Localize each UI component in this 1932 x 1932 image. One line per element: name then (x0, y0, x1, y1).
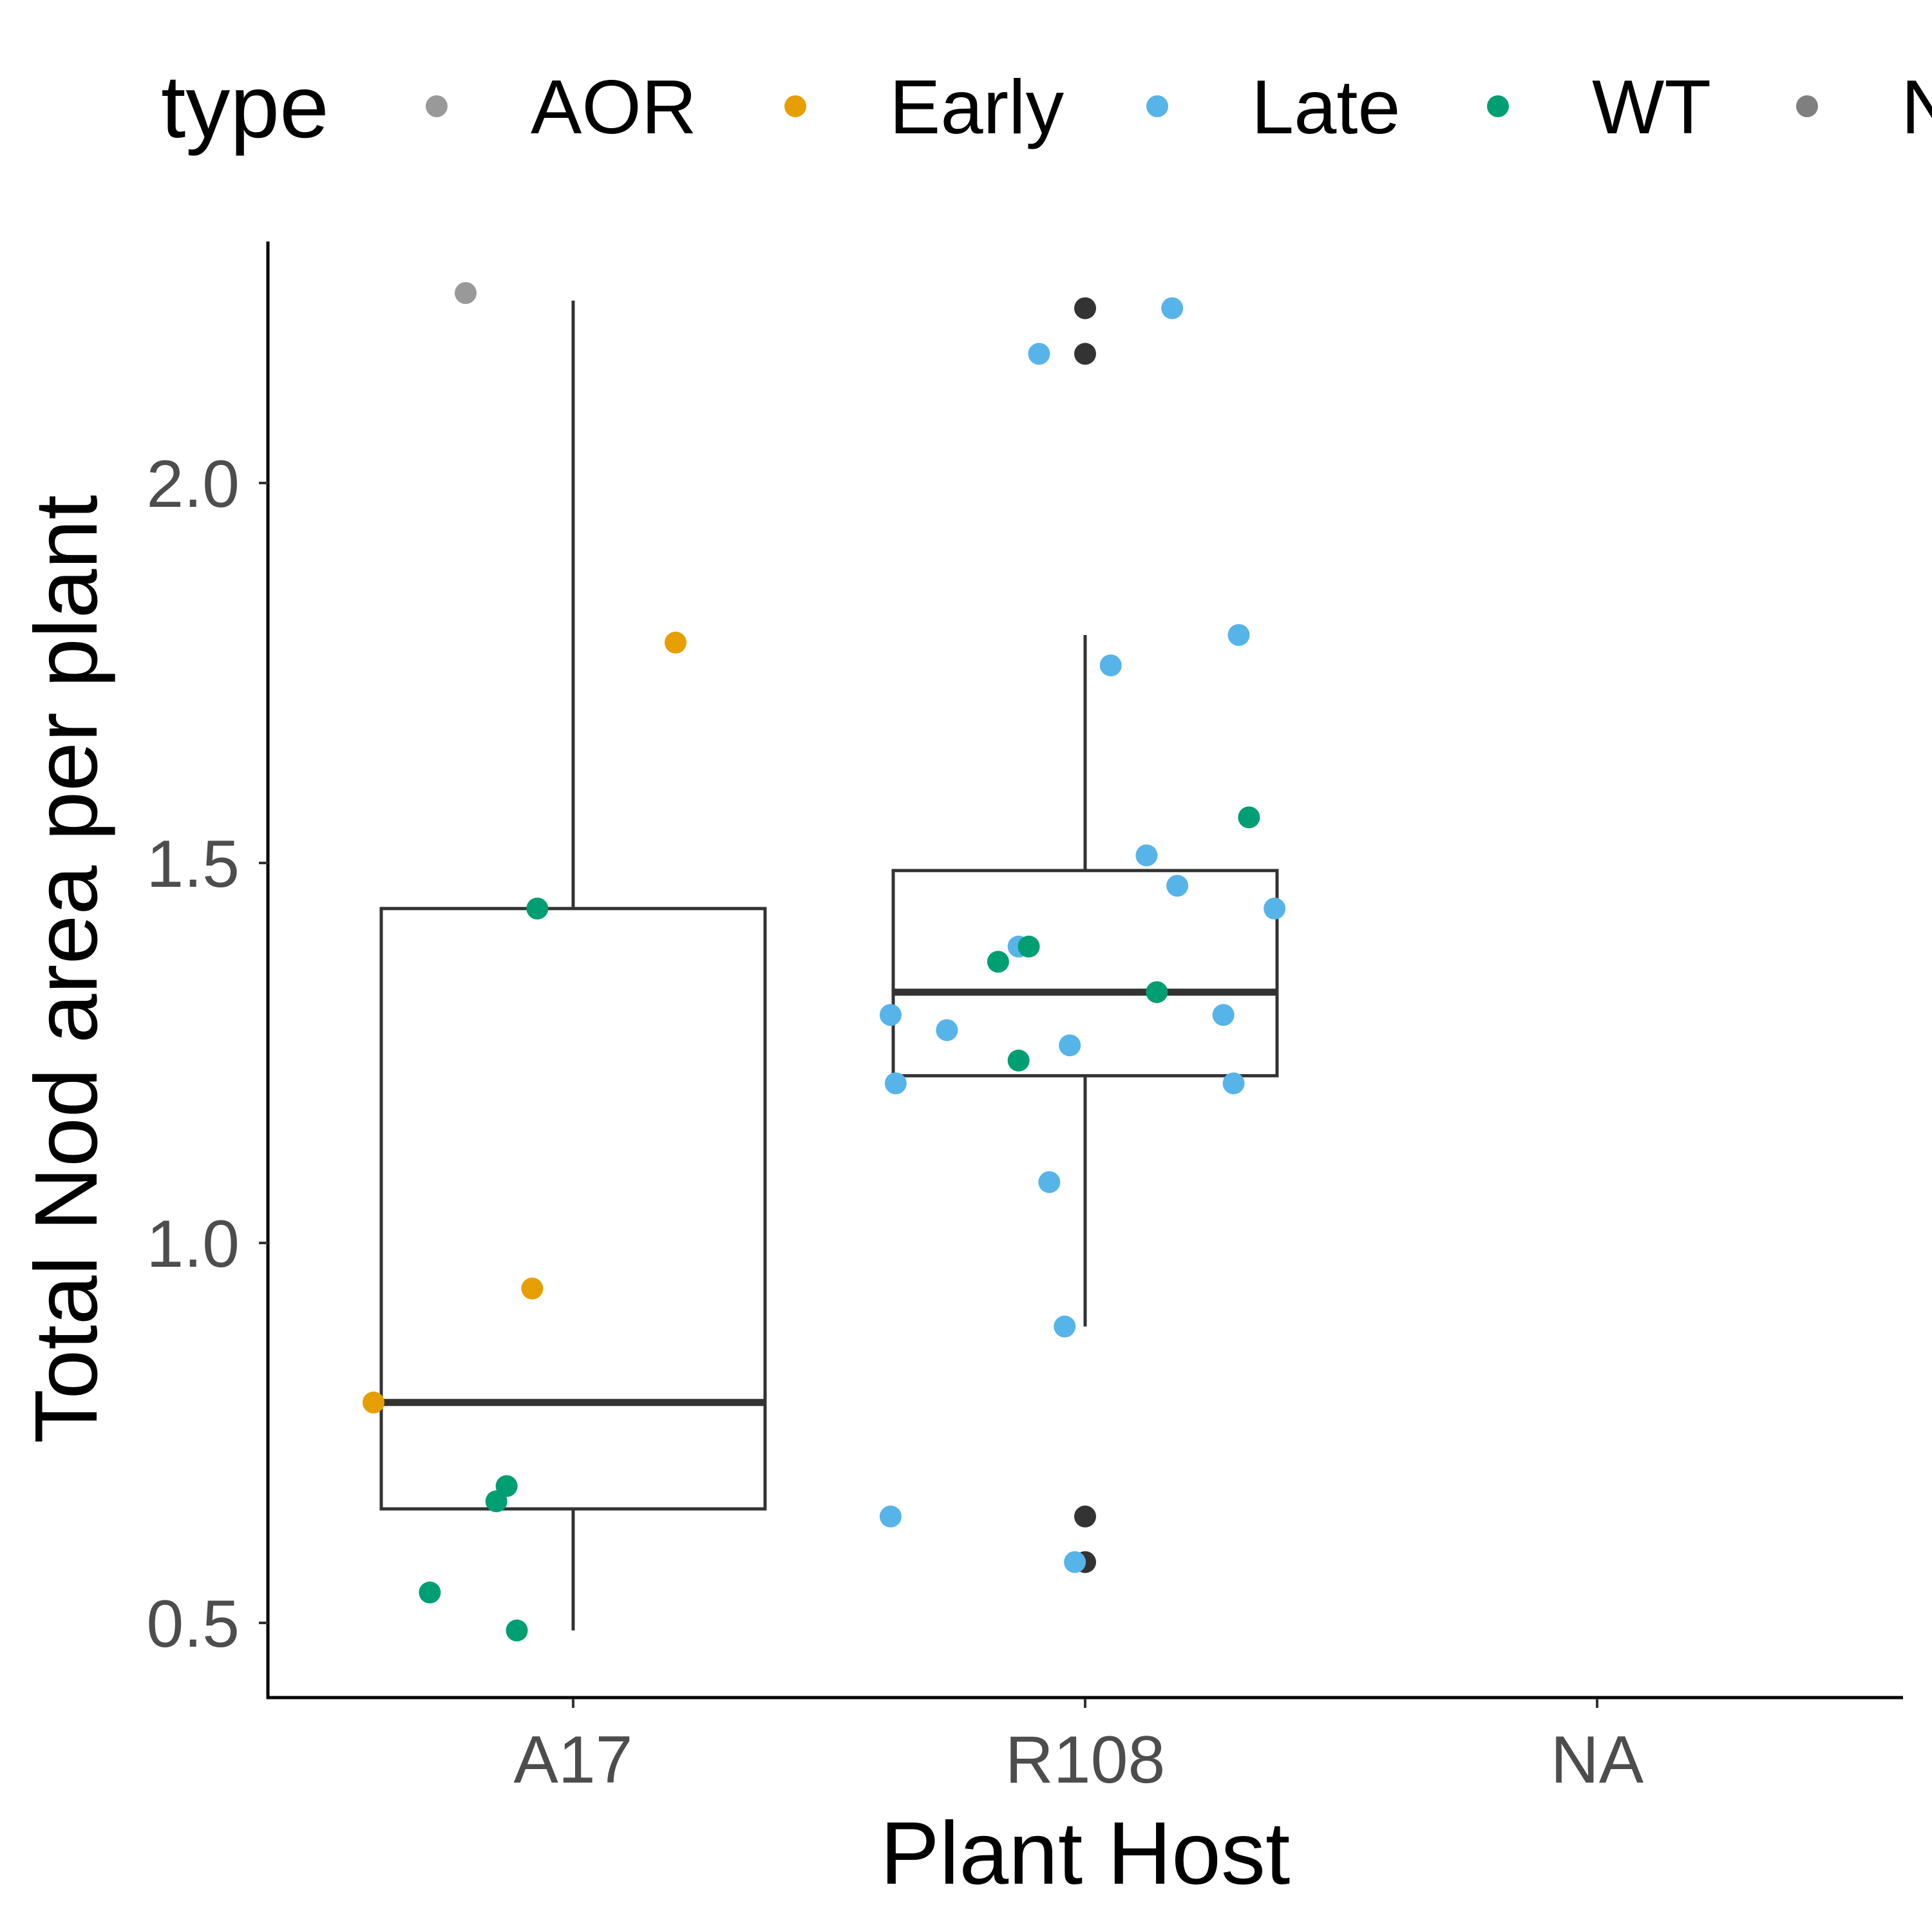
legend-entries: AOR Early Late WT NA (426, 64, 1932, 150)
plot-area (362, 282, 1286, 1642)
point-wt (485, 1490, 507, 1513)
x-tick-label: R108 (1005, 1723, 1166, 1797)
boxes (379, 300, 1279, 1631)
point-wt (987, 951, 1009, 973)
point-late (1054, 1315, 1076, 1338)
point-late (1166, 875, 1189, 897)
jitter-points (362, 282, 1286, 1642)
point-aor (455, 282, 477, 304)
point-late (1099, 654, 1122, 677)
point-early (521, 1277, 544, 1300)
legend-label-late: Late (1251, 64, 1401, 150)
legend-key-early (784, 95, 806, 117)
legend-key-wt (1487, 95, 1509, 117)
point-wt (526, 897, 549, 920)
y-tick-label: 2.0 (146, 447, 240, 522)
point-wt (1146, 981, 1168, 1003)
point-late (1135, 844, 1158, 867)
point-late (1227, 624, 1250, 646)
legend-key-late (1146, 95, 1168, 117)
x-axis-title: Plant Host (880, 1804, 1291, 1903)
x-tick-label: A17 (513, 1723, 632, 1797)
legend-key-na (1796, 95, 1818, 117)
point-late (879, 1505, 902, 1528)
point-late (1161, 297, 1184, 319)
box-a17 (379, 300, 767, 1631)
legend-title: type (161, 57, 329, 156)
point-late (879, 1004, 902, 1026)
axes: 0.5 1.0 1.5 2.0 A17 R108 NA (146, 242, 1903, 1797)
point-late (1212, 1004, 1235, 1026)
y-tick-label: 0.5 (146, 1587, 240, 1662)
x-ticks: A17 R108 NA (513, 1699, 1644, 1797)
point-wt (419, 1581, 441, 1604)
y-tick-label: 1.5 (146, 827, 240, 902)
point-wt (1007, 1049, 1030, 1072)
point-wt (1238, 806, 1260, 829)
point-early (362, 1391, 384, 1414)
legend: type AOR Early Late WT NA (161, 57, 1932, 156)
point-wt (506, 1619, 528, 1642)
iqr-box (379, 907, 767, 1511)
point-late (1222, 1072, 1245, 1095)
point-late (1038, 1171, 1061, 1193)
point-late (1028, 343, 1050, 365)
legend-label-wt: WT (1592, 64, 1711, 150)
iqr-box (891, 869, 1279, 1077)
y-tick-label: 1.0 (146, 1207, 240, 1282)
point-late (884, 1072, 907, 1095)
point-late (1059, 1034, 1081, 1057)
legend-key-aor (426, 95, 448, 117)
outlier-point (1074, 297, 1096, 319)
point-wt (1018, 935, 1040, 958)
box-r108 (891, 635, 1279, 1327)
point-late (1264, 897, 1286, 920)
y-axis-title: Total Nod area per plant (17, 495, 116, 1444)
y-ticks: 0.5 1.0 1.5 2.0 (146, 447, 268, 1662)
legend-label-na: NA (1901, 64, 1932, 150)
point-early (665, 631, 687, 654)
outlier-point (1074, 343, 1096, 365)
point-late (936, 1019, 958, 1041)
legend-label-aor: AOR (531, 64, 697, 150)
x-tick-label: NA (1551, 1723, 1644, 1797)
point-late (1064, 1551, 1086, 1573)
legend-label-early: Early (889, 64, 1065, 150)
outlier-point (1074, 1505, 1096, 1528)
